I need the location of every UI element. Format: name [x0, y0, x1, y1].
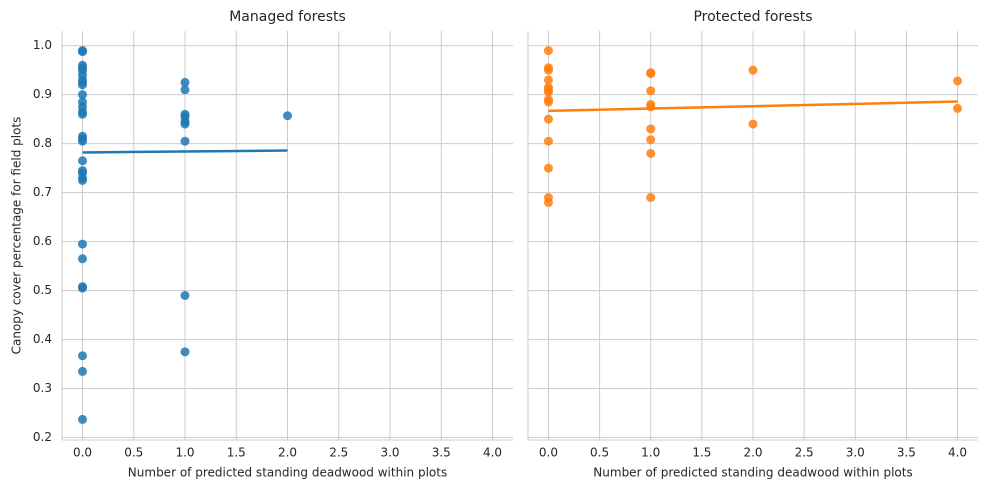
point — [78, 254, 87, 264]
x-tick-label: 1.5 — [227, 446, 246, 460]
point — [748, 65, 758, 75]
point — [180, 136, 190, 146]
point — [543, 46, 553, 56]
point — [543, 136, 553, 146]
point — [78, 175, 87, 185]
y-tick-label: 0.5 — [33, 283, 52, 297]
x-tick-label: 3.5 — [897, 446, 916, 460]
point — [646, 148, 656, 158]
point — [78, 156, 87, 166]
point — [543, 65, 553, 75]
x-tick-label: 1.5 — [692, 446, 711, 460]
y-axis-label: Canopy cover percentage for field plots — [10, 117, 24, 355]
y-tick-label: 1.0 — [33, 38, 52, 52]
point — [78, 414, 87, 424]
y-tick-label: 0.4 — [33, 332, 52, 346]
x-tick-label: 2.5 — [795, 446, 814, 460]
x-tick-label: 3.5 — [432, 446, 451, 460]
point — [180, 85, 190, 95]
point — [78, 283, 87, 293]
point — [646, 193, 656, 203]
y-tick-label: 0.7 — [33, 185, 52, 199]
point — [78, 109, 87, 119]
point — [543, 197, 553, 207]
y-tick-label: 0.9 — [33, 87, 52, 101]
point — [78, 80, 87, 90]
y-tick-label: 0.6 — [33, 234, 52, 248]
point — [180, 347, 190, 357]
x-tick-label: 4.0 — [483, 446, 502, 460]
point — [953, 76, 963, 86]
point — [543, 97, 553, 107]
chart-title: Protected forests — [693, 9, 812, 25]
point — [78, 136, 87, 146]
point — [543, 75, 553, 85]
x-tick-label: 0.5 — [590, 446, 609, 460]
point — [78, 239, 87, 249]
x-axis-label: Number of predicted standing deadwood wi… — [593, 466, 912, 480]
point — [953, 103, 963, 113]
x-tick-label: 0.0 — [539, 446, 558, 460]
x-tick-label: 1.0 — [175, 446, 194, 460]
x-tick-label: 2.5 — [329, 446, 348, 460]
point — [543, 87, 553, 97]
point — [646, 124, 656, 134]
point — [646, 102, 656, 112]
y-tick-label: 0.8 — [33, 136, 52, 150]
x-tick-label: 0.0 — [73, 446, 92, 460]
x-tick-label: 2.0 — [278, 446, 297, 460]
point — [543, 163, 553, 173]
point — [646, 135, 656, 145]
point — [78, 351, 87, 361]
point — [180, 77, 190, 87]
x-tick-label: 3.0 — [380, 446, 399, 460]
point — [78, 90, 87, 100]
regression-line — [548, 100, 958, 113]
x-tick-label: 3.0 — [846, 446, 865, 460]
point — [180, 119, 190, 129]
x-axis-label: Number of predicted standing deadwood wi… — [128, 466, 447, 480]
y-tick-label: 0.3 — [33, 381, 52, 395]
x-tick-label: 0.5 — [124, 446, 143, 460]
point — [78, 47, 87, 57]
x-tick-label: 4.0 — [948, 446, 967, 460]
point — [283, 111, 292, 121]
point — [543, 114, 553, 124]
x-tick-label: 2.0 — [743, 446, 762, 460]
x-tick-label: 1.0 — [641, 446, 660, 460]
point — [646, 69, 656, 79]
point — [78, 366, 87, 376]
chart-title: Managed forests — [229, 9, 346, 25]
regression-line — [82, 149, 288, 154]
point — [180, 291, 190, 301]
point — [646, 86, 656, 96]
point — [748, 119, 758, 129]
y-tick-label: 0.2 — [33, 430, 52, 444]
